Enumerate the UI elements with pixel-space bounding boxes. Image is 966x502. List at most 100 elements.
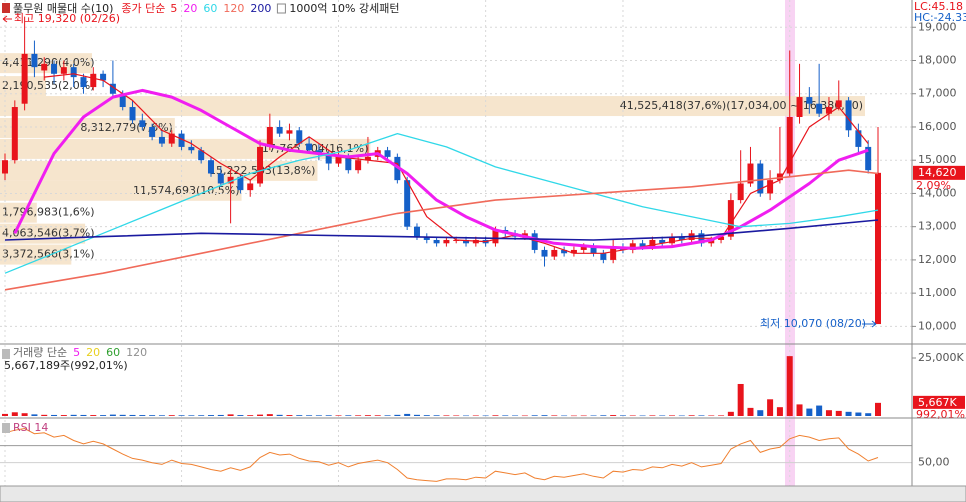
volume-bar bbox=[306, 415, 313, 416]
volume-bar bbox=[374, 415, 381, 416]
volume-bar bbox=[512, 415, 519, 416]
candle-body bbox=[708, 239, 715, 244]
candle-body bbox=[551, 249, 558, 257]
candle-body bbox=[90, 73, 97, 88]
y-tick-label: 18,000 bbox=[918, 54, 957, 67]
volume-profile-label: 4,411,290(4,0%) bbox=[2, 56, 95, 69]
last-volume-label: 5,667K bbox=[918, 396, 957, 409]
volume-bar bbox=[90, 415, 97, 416]
volume-bar bbox=[384, 415, 391, 416]
volume-profile-band bbox=[0, 138, 371, 159]
volume-bar bbox=[786, 356, 793, 416]
volume-bar bbox=[747, 407, 754, 416]
moving-average bbox=[4, 169, 879, 291]
y-tick-label: 25,000K bbox=[918, 351, 964, 364]
volume-bar bbox=[727, 411, 734, 416]
volume-bar bbox=[708, 415, 715, 416]
volume-bar bbox=[70, 414, 77, 416]
candle-body bbox=[659, 239, 666, 244]
candle-body bbox=[345, 156, 352, 171]
volume-profile-band bbox=[0, 160, 318, 181]
candle-body bbox=[865, 146, 872, 171]
volume-bar bbox=[247, 415, 254, 416]
candle-body bbox=[109, 83, 116, 94]
candle-body bbox=[149, 126, 156, 137]
candle-body bbox=[207, 160, 214, 174]
volume-bar bbox=[659, 415, 666, 416]
volume-bar bbox=[315, 415, 322, 416]
volume-bar bbox=[404, 413, 411, 416]
candle-body bbox=[198, 150, 205, 161]
volume-bar bbox=[865, 413, 872, 416]
volume-bar bbox=[345, 415, 352, 416]
volume-bar bbox=[2, 413, 8, 416]
candle-body bbox=[60, 67, 67, 74]
legend-entry: 20 bbox=[86, 346, 100, 359]
candle-body bbox=[306, 143, 313, 151]
volume-bar bbox=[669, 415, 676, 416]
checkbox-icon[interactable] bbox=[2, 3, 10, 13]
volume-bar bbox=[31, 414, 38, 416]
candle-body bbox=[678, 236, 685, 240]
checkbox-icon bbox=[276, 3, 286, 14]
chart-title: 풀무원 매물대 수(10) bbox=[13, 2, 113, 15]
y-tick-label: 11,000 bbox=[918, 286, 957, 299]
volume-bar bbox=[482, 415, 489, 417]
volume-bar bbox=[757, 410, 764, 416]
volume-bar bbox=[335, 415, 342, 416]
candle-body bbox=[276, 126, 283, 134]
candle-body bbox=[629, 243, 636, 250]
checkbox-icon[interactable] bbox=[2, 349, 10, 359]
candle-body bbox=[796, 97, 803, 117]
volume-bar bbox=[80, 414, 87, 416]
volume-bar bbox=[443, 415, 450, 416]
volume-bar bbox=[51, 414, 58, 416]
volume-bar bbox=[227, 414, 234, 416]
volume-bar bbox=[492, 415, 499, 416]
candle-body bbox=[570, 249, 577, 254]
candle-body bbox=[119, 93, 126, 108]
candle-body bbox=[325, 153, 332, 164]
volume-bar bbox=[718, 415, 725, 416]
candle-body bbox=[168, 133, 175, 144]
lc-label: LC:45.18 bbox=[914, 0, 963, 13]
volume-bar bbox=[649, 415, 656, 416]
volume-bar bbox=[561, 415, 568, 417]
candle-body bbox=[266, 126, 273, 147]
volume-bar bbox=[355, 415, 362, 416]
volume-bar bbox=[629, 415, 636, 416]
candle-body bbox=[70, 67, 77, 78]
y-tick-label: 17,000 bbox=[918, 87, 957, 100]
volume-bar bbox=[610, 415, 617, 416]
candle-body bbox=[610, 246, 617, 260]
candle-body bbox=[825, 107, 832, 114]
candle-body bbox=[835, 100, 842, 108]
candle-body bbox=[443, 239, 450, 244]
candle-body bbox=[384, 150, 391, 157]
volume-profile-band bbox=[0, 96, 865, 117]
volume-bar bbox=[472, 415, 479, 416]
candle-body bbox=[600, 253, 607, 260]
y-tick-label: 15,000 bbox=[918, 153, 957, 166]
candle-body bbox=[855, 130, 862, 147]
candle-body bbox=[767, 180, 774, 194]
candle-body bbox=[257, 146, 264, 184]
volume-bar bbox=[394, 414, 401, 416]
volume-bar bbox=[276, 414, 283, 416]
candle-body bbox=[364, 156, 371, 161]
candle-body bbox=[590, 246, 597, 254]
checkbox-icon[interactable] bbox=[2, 423, 10, 433]
volume-bar bbox=[178, 415, 185, 416]
volume-bar bbox=[266, 414, 273, 416]
y-tick-label: 10,000 bbox=[918, 319, 957, 332]
volume-bar bbox=[198, 415, 205, 416]
volume-bar bbox=[423, 415, 430, 416]
volume-bar bbox=[816, 405, 823, 416]
legend-label: 종가 단순 bbox=[121, 2, 165, 15]
candle-body bbox=[875, 172, 881, 325]
volume-bar bbox=[41, 414, 48, 416]
candle-body bbox=[80, 77, 87, 88]
legend-entry: 120 bbox=[126, 346, 147, 359]
y-tick-label: 14,000 bbox=[918, 186, 957, 199]
volume-info: 5,667,189주(992,01%) bbox=[4, 359, 128, 372]
